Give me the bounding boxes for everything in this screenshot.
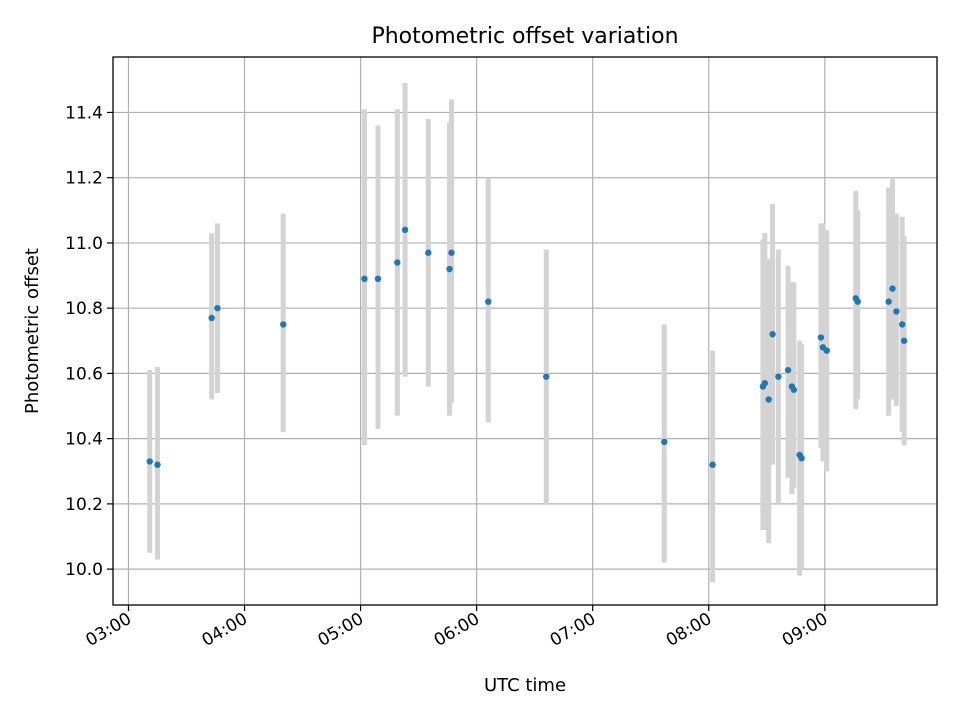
y-tick-label: 11.2 xyxy=(65,169,103,189)
data-point xyxy=(893,308,900,315)
data-point xyxy=(394,259,401,266)
y-tick-label: 10.6 xyxy=(65,364,103,384)
data-point xyxy=(374,275,382,283)
data-point xyxy=(854,298,861,305)
data-point xyxy=(798,455,805,462)
data-point xyxy=(154,461,161,468)
data-point xyxy=(790,386,798,393)
data-point xyxy=(280,321,287,328)
plot-frame xyxy=(112,56,938,606)
data-point xyxy=(775,373,782,380)
data-point xyxy=(898,321,906,328)
data-point xyxy=(885,298,892,305)
data-point xyxy=(146,458,153,465)
x-axis-label: UTC time xyxy=(484,675,566,696)
chart-title: Photometric offset variation xyxy=(371,24,678,49)
y-tick-label: 10.2 xyxy=(65,495,103,515)
data-point xyxy=(889,285,896,292)
y-axis-ticks: 10.0 10.2 10.4 10.6 10.8 11.0 11.2 11.4 xyxy=(65,103,113,580)
data-point xyxy=(784,366,792,374)
y-tick-label: 10.4 xyxy=(65,430,103,450)
data-point xyxy=(214,304,221,312)
y-tick-label: 11.0 xyxy=(65,234,103,254)
data-point xyxy=(765,396,772,403)
data-point xyxy=(401,226,409,234)
data-point xyxy=(709,461,716,468)
data-point xyxy=(823,347,830,354)
y-tick-label: 11.4 xyxy=(65,103,103,123)
y-axis-label: Photometric offset xyxy=(22,248,43,414)
data-point xyxy=(769,331,776,338)
y-tick-label: 10.8 xyxy=(65,299,103,319)
data-point xyxy=(817,334,825,341)
data-point xyxy=(761,379,769,387)
data-points xyxy=(146,226,908,468)
data-point xyxy=(446,265,453,273)
data-point xyxy=(425,249,432,256)
y-tick-label: 10.0 xyxy=(65,560,103,580)
data-point xyxy=(448,249,455,256)
data-point xyxy=(661,438,668,446)
data-point xyxy=(208,314,215,322)
data-point xyxy=(361,275,368,283)
data-point xyxy=(543,373,550,380)
data-point xyxy=(900,337,908,344)
data-point xyxy=(485,298,492,305)
